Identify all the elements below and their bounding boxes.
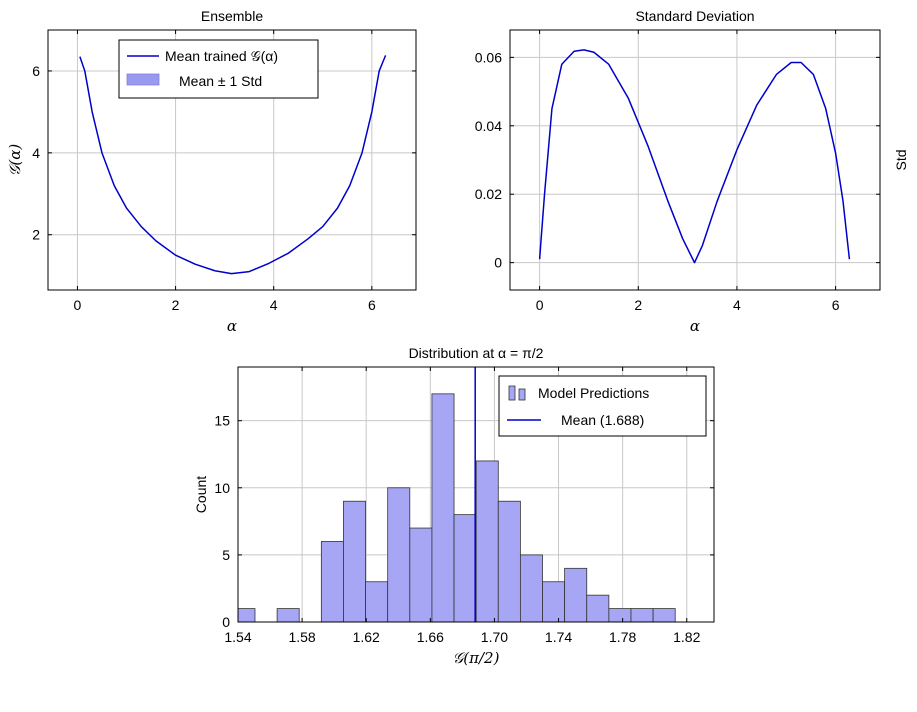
p3-xtick-label: 1.74 — [545, 629, 572, 645]
p3-xtick-label: 1.82 — [673, 629, 700, 645]
histogram-bar — [519, 554, 543, 622]
std-curve — [538, 49, 851, 264]
legend-box — [498, 375, 707, 437]
p2-xtick-label: 6 — [832, 297, 840, 313]
p1-ytick-label: 6 — [32, 63, 40, 79]
histogram-bar — [343, 500, 366, 622]
p2-ytick-label: 0.06 — [475, 49, 502, 65]
p3-ytick-label: 15 — [214, 413, 230, 429]
p2-xtick-label: 0 — [536, 297, 544, 313]
p3-xtick-label: 1.78 — [609, 629, 636, 645]
ensemble-frame — [47, 29, 417, 291]
p1-xtick-label: 0 — [74, 297, 82, 313]
std-grid — [510, 30, 880, 290]
legend-box — [118, 39, 319, 99]
histogram-bar — [365, 581, 389, 622]
distribution-ticks: 1.54 1.58 1.62 1.66 1.70 1.74 1.78 1.82 0 5 10 15 — [214, 367, 714, 645]
histogram-bar — [652, 608, 676, 622]
distribution-frame — [237, 366, 715, 623]
ensemble-data — [79, 55, 387, 275]
legend-predictions-label: Model Predictions — [538, 385, 649, 401]
distribution-title: Distribution at α = π/2 — [409, 345, 544, 361]
legend-mean-label: Mean trained 𝒢(α) — [165, 48, 278, 64]
std-panel: Standard Deviation 0 2 4 6 0 0.02 0.04 0.06 α S… — [475, 8, 909, 335]
histogram-bar — [564, 567, 588, 622]
p1-xtick-label: 4 — [270, 297, 278, 313]
p3-xtick-label: 1.62 — [353, 629, 380, 645]
p3-ytick-label: 5 — [222, 547, 230, 563]
p2-ytick-label: 0.02 — [475, 186, 502, 202]
histogram-bar — [238, 608, 256, 622]
ensemble-title: Ensemble — [201, 8, 263, 24]
p3-xtick-label: 1.58 — [288, 629, 315, 645]
p1-ytick-label: 2 — [32, 227, 40, 243]
histogram-bar — [475, 460, 499, 622]
std-title: Standard Deviation — [635, 8, 754, 24]
distribution-legend: Model Predictions Mean (1.688) — [498, 375, 707, 437]
p2-xtick-label: 2 — [634, 297, 642, 313]
std-data — [538, 49, 851, 264]
p3-ytick-label: 0 — [222, 614, 230, 630]
legend-band-label: Mean ± 1 Std — [179, 73, 262, 89]
histogram-bar — [630, 608, 654, 622]
p3-xtick-label: 1.54 — [224, 629, 251, 645]
distribution-data — [238, 367, 676, 622]
ensemble-panel: Ensemble 0 2 4 6 2 4 6 α 𝒢(α) Mean trained 𝒢(α… — [6, 8, 417, 335]
distribution-ylabel: Count — [193, 476, 209, 513]
histogram-bar — [608, 608, 632, 622]
ensemble-legend: Mean trained 𝒢(α) Mean ± 1 Std — [118, 39, 319, 99]
ensemble-ticks: 0 2 4 6 2 4 6 — [32, 30, 416, 313]
distribution-panel: Distribution at α = π/2 1.54 1.58 1.62 1.66… — [193, 345, 715, 667]
std-ticks: 0 2 4 6 0 0.02 0.04 0.06 — [475, 30, 880, 313]
legend-bar-swatch — [518, 388, 526, 401]
ensemble-xlabel: α — [227, 317, 237, 335]
p2-ytick-label: 0.04 — [475, 118, 502, 134]
p3-xtick-label: 1.66 — [417, 629, 444, 645]
p3-xtick-label: 1.70 — [481, 629, 508, 645]
p1-xtick-label: 6 — [368, 297, 376, 313]
histogram-bar — [586, 594, 610, 622]
p1-xtick-label: 2 — [172, 297, 180, 313]
std-frame — [509, 29, 881, 291]
ensemble-ylabel: 𝒢(α) — [6, 144, 24, 177]
p1-ytick-label: 4 — [32, 145, 40, 161]
p2-xtick-label: 4 — [733, 297, 741, 313]
legend-mean-label: Mean (1.688) — [561, 412, 644, 428]
histogram-bar — [276, 608, 300, 622]
histogram-bar — [320, 541, 344, 622]
histogram-bar — [542, 581, 566, 622]
std-xlabel: α — [690, 317, 700, 335]
histogram-bar — [431, 393, 455, 622]
histogram-bar — [409, 527, 433, 622]
mean-curve — [79, 55, 387, 275]
p3-ytick-label: 10 — [214, 480, 230, 496]
p2-ytick-label: 0 — [494, 255, 502, 271]
histogram-bar — [497, 500, 521, 622]
histogram-bar — [453, 514, 477, 622]
distribution-xlabel: 𝒢(π/2) — [453, 649, 500, 667]
legend-bar-swatch — [508, 385, 516, 401]
histogram-bar — [387, 487, 411, 622]
legend-band-swatch — [126, 73, 160, 86]
std-ylabel: Std — [893, 149, 909, 170]
